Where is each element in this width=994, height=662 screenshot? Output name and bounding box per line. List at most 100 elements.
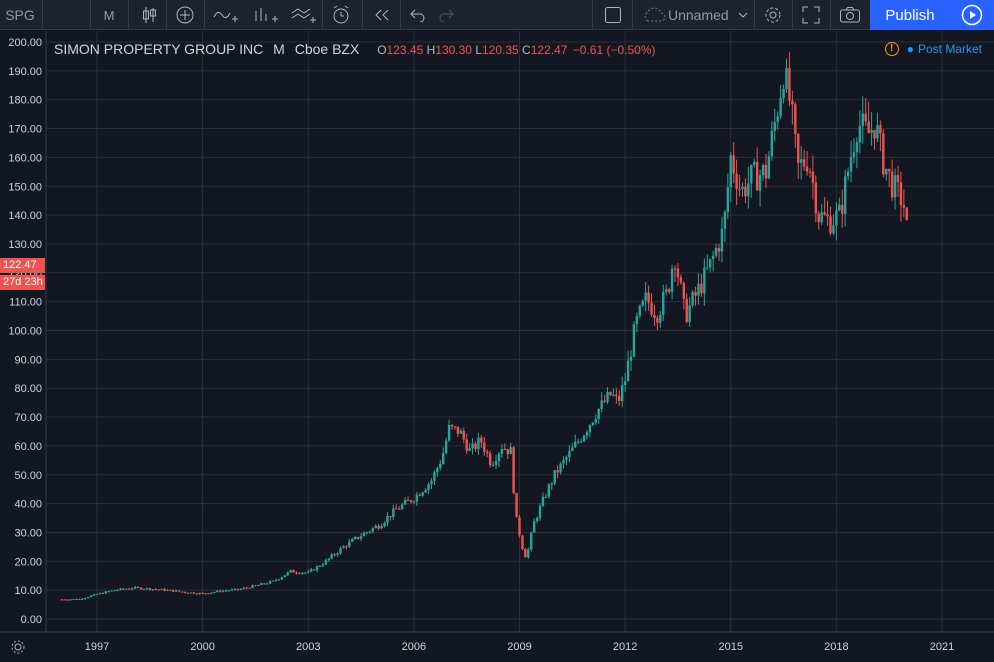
candle-body [764, 165, 768, 179]
candle-body [89, 595, 93, 598]
candle-body [450, 424, 454, 427]
post-market-indicator[interactable]: ! ● Post Market [884, 42, 982, 56]
bar-countdown-badge: 27d 23h [0, 275, 45, 290]
candle-body [732, 155, 735, 174]
axis-settings-gear-icon[interactable] [11, 640, 25, 654]
candle-body [626, 360, 630, 382]
candle-body [254, 585, 257, 587]
candle-body [474, 443, 477, 450]
candle-body [430, 480, 433, 485]
play-icon[interactable] [950, 0, 994, 30]
compare-icon[interactable] [210, 0, 240, 30]
candle-body [131, 588, 134, 590]
candle-body [280, 577, 284, 580]
price-axis: 0.00 10.00 20.00 30.00 40.00 50.00 60.00 70.00 8… [8, 37, 42, 626]
candle-body [591, 422, 595, 426]
candle-body [794, 104, 797, 135]
candle-body [761, 165, 765, 176]
candle-body [491, 464, 495, 466]
alert-clock-icon[interactable] [328, 0, 356, 30]
candle-body [224, 590, 228, 592]
candle-body [198, 592, 201, 595]
candle-body [207, 593, 210, 595]
candle-body [893, 175, 897, 198]
candle-body [160, 588, 163, 590]
candle-body [233, 588, 237, 590]
publish-button[interactable]: Publish [870, 0, 950, 30]
candle-body [116, 589, 119, 591]
candle-body [638, 305, 641, 316]
templates-icon[interactable] [288, 0, 318, 30]
legend-close: 122.47 [530, 43, 568, 57]
candle-body [436, 468, 439, 473]
candle-body [876, 125, 879, 139]
candle-body [263, 583, 266, 585]
price-chart[interactable]: 0.00 10.00 20.00 30.00 40.00 50.00 60.00 70.00 8… [0, 31, 994, 662]
legend-interval: M [273, 41, 285, 57]
candle-body [92, 594, 96, 596]
y-tick-label: 40.00 [14, 499, 42, 511]
y-tick-label: 130.00 [8, 239, 42, 251]
legend-ohlc: O123.45 H130.30 L120.35 C122.47 −0.61 (−… [377, 43, 655, 57]
indicators-icon[interactable] [250, 0, 280, 30]
candle-body [442, 453, 445, 464]
candle-body [629, 356, 633, 361]
interval-button[interactable]: M [103, 7, 115, 23]
chart-area[interactable]: 0.00 10.00 20.00 30.00 40.00 50.00 60.00 70.00 8… [0, 31, 994, 662]
candle-body [380, 525, 383, 529]
candle-body [676, 268, 680, 278]
candle-body [151, 589, 154, 591]
candle-body [95, 594, 99, 596]
candle-body [623, 381, 627, 386]
undo-icon[interactable] [404, 0, 432, 30]
fullscreen-square-icon[interactable] [598, 0, 628, 30]
candle-body [609, 391, 612, 395]
candle-body [336, 553, 339, 555]
candle-body [242, 587, 245, 589]
candle-body [799, 159, 803, 163]
candle-body [785, 68, 788, 90]
candle-body [791, 100, 794, 105]
candles-icon[interactable] [136, 0, 162, 30]
candle-body [122, 588, 125, 590]
candle-body [236, 588, 240, 590]
candle-body [503, 449, 507, 451]
candle-body [219, 590, 222, 592]
candle-body [814, 182, 818, 214]
candle-body [210, 592, 213, 594]
candle-body [145, 588, 149, 590]
candle-body [544, 496, 548, 498]
replay-icon[interactable] [368, 0, 396, 30]
candle-body [136, 586, 140, 588]
redo-icon[interactable] [432, 0, 460, 30]
settings-gear-icon[interactable] [758, 0, 788, 30]
candle-body [371, 528, 374, 532]
candle-body [204, 593, 207, 595]
x-tick-label: 1997 [85, 641, 109, 653]
candle-body [81, 598, 84, 600]
candle-body [723, 212, 727, 229]
candle-body [618, 396, 621, 402]
candle-body [157, 589, 160, 591]
candle-body [805, 166, 809, 172]
candle-body [395, 508, 398, 510]
candle-body [565, 457, 568, 460]
warning-icon[interactable]: ! [884, 42, 899, 56]
indicator-add-icon[interactable] [172, 0, 198, 30]
candle-body [579, 441, 583, 443]
candle-body [277, 579, 281, 581]
candle-body [682, 282, 686, 299]
candle-body [861, 113, 864, 127]
candle-body [195, 593, 198, 595]
candle-body [515, 492, 518, 518]
candle-body [665, 289, 668, 292]
symbol-search[interactable]: SPG [5, 7, 35, 23]
candle-body [368, 531, 372, 533]
fullscreen-icon[interactable] [796, 0, 826, 30]
candle-body [656, 317, 659, 323]
candle-body [483, 442, 486, 452]
camera-icon[interactable] [834, 0, 866, 30]
candle-body [295, 572, 298, 574]
candle-body [776, 116, 779, 123]
layout-name-button[interactable]: Unnamed [636, 0, 754, 30]
